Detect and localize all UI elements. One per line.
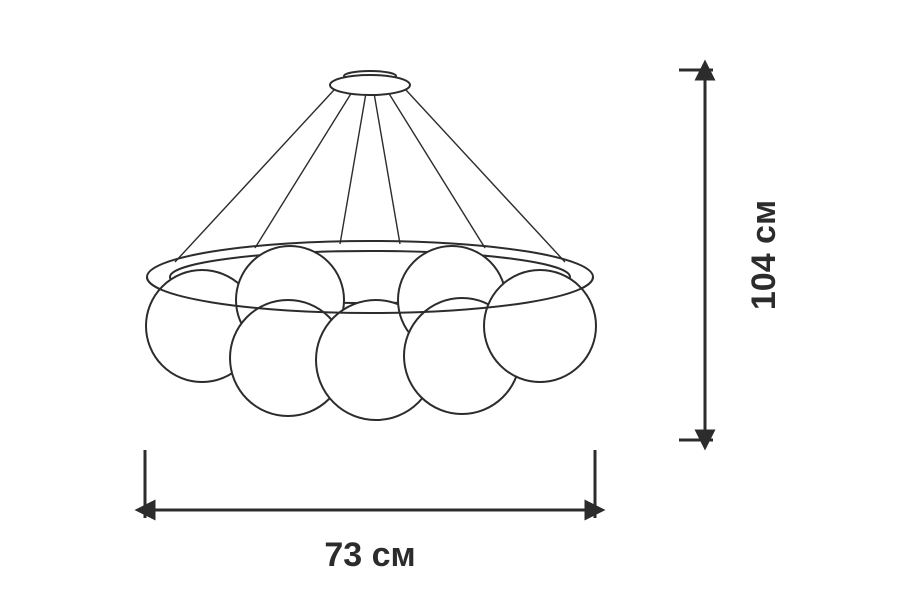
width-dimension-label: 73 см	[324, 536, 415, 574]
height-dimension-label: 104 см	[745, 200, 783, 310]
